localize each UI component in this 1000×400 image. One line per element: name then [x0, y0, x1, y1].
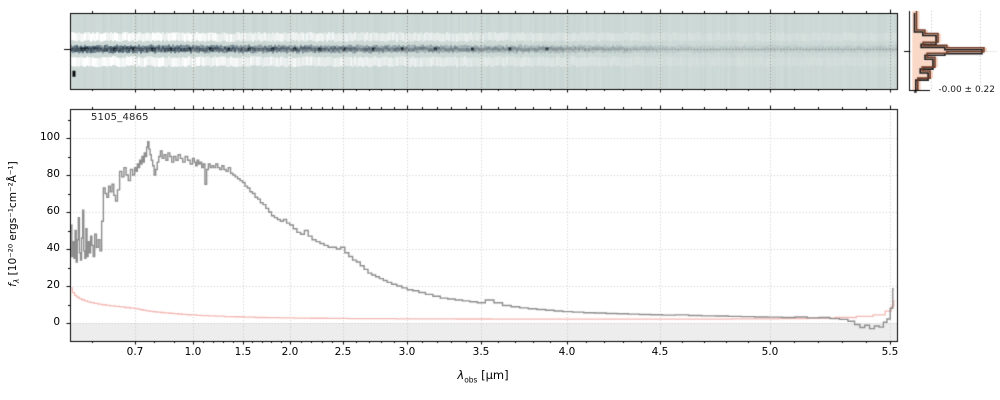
- x-axis-unit: [μm]: [477, 368, 509, 382]
- x-tick-label: 1.5: [234, 346, 252, 358]
- y-tick-label: 20: [46, 279, 60, 292]
- x-tick-label: 4.0: [558, 346, 576, 358]
- x-tick-label: 3.5: [472, 346, 490, 358]
- x-tick-label: 5.0: [761, 346, 779, 358]
- y-axis-unit: [10⁻²⁰ ergs⁻¹cm⁻²Å⁻¹]: [6, 161, 19, 279]
- y-tick-label: 40: [46, 242, 60, 255]
- x-tick-label: 1.0: [184, 346, 202, 358]
- x-tick-label: 2.0: [281, 346, 299, 358]
- y-axis-label: fλ [10⁻²⁰ ergs⁻¹cm⁻²Å⁻¹]: [7, 113, 21, 335]
- x-axis-subscript: obs: [464, 375, 478, 385]
- y-tick-label: 0: [53, 316, 60, 329]
- x-tick-label: 0.7: [126, 346, 144, 358]
- spectrum-1d-panel: [70, 109, 897, 341]
- profile-stat-label: -0.00 ± 0.22: [938, 85, 995, 95]
- x-tick-label: 4.5: [651, 346, 669, 358]
- spectrum-2d-panel: [70, 13, 897, 89]
- flux-symbol: f: [6, 283, 19, 287]
- y-axis-subscript: λ: [12, 278, 22, 284]
- x-axis-label: λobs [μm]: [383, 368, 583, 384]
- y-tick-label: 100: [39, 131, 60, 144]
- y-tick-label: 60: [46, 205, 60, 218]
- lambda-symbol: λ: [457, 368, 465, 382]
- x-tick-label: 3.0: [398, 346, 416, 358]
- x-tick-label: 2.5: [334, 346, 352, 358]
- x-tick-label: 5.5: [881, 346, 899, 358]
- spatial-profile-panel: [909, 11, 997, 90]
- y-tick-label: 80: [46, 168, 60, 181]
- object-id-label: 5105_4865: [91, 112, 149, 123]
